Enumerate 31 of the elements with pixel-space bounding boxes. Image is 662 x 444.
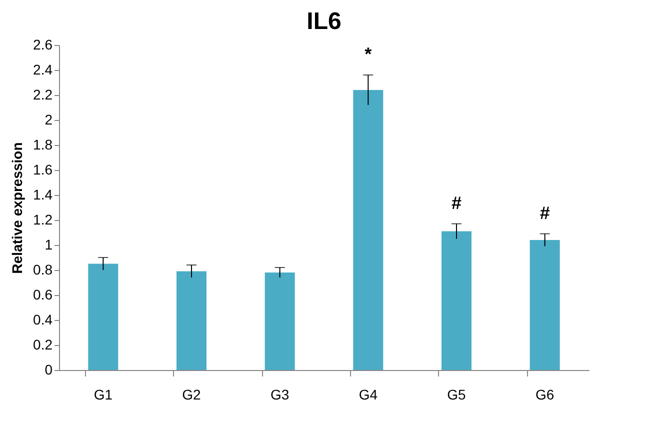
y-tick-label: 0.8: [33, 262, 53, 278]
y-tick-label: 1.8: [33, 136, 53, 152]
x-tick-label: G1: [94, 386, 113, 402]
chart-title: IL6: [306, 8, 342, 35]
x-tick-label: G2: [182, 386, 202, 402]
bar: [353, 90, 384, 370]
bar: [264, 272, 295, 370]
x-tick-label: G3: [270, 386, 290, 402]
bar: [530, 240, 560, 370]
y-tick-label: 0.2: [33, 336, 53, 352]
x-tick-label: G4: [358, 386, 378, 402]
bar: [88, 264, 118, 370]
x-tick-label: G5: [447, 386, 466, 402]
y-tick-label: 2.4: [33, 62, 53, 78]
y-tick-label: 1: [44, 236, 53, 252]
y-tick-label: 0.6: [33, 286, 53, 302]
x-tick-label: G6: [535, 386, 554, 402]
data-label: #: [451, 192, 462, 213]
y-tick-label: 2: [44, 112, 53, 128]
data-label: *: [364, 44, 372, 64]
y-tick-label: 2.6: [33, 36, 53, 52]
y-tick-label: 0.4: [33, 312, 53, 328]
y-tick-label: 1.4: [33, 186, 53, 202]
bar: [442, 231, 472, 370]
y-tick-label: 0: [44, 362, 53, 378]
y-axis-title: Relative expression: [9, 142, 26, 274]
data-label: #: [540, 202, 550, 223]
y-tick-label: 1.6: [33, 162, 53, 178]
y-tick-label: 2.2: [33, 86, 53, 102]
y-tick-label: 1.2: [33, 212, 53, 228]
bar: [176, 271, 206, 370]
